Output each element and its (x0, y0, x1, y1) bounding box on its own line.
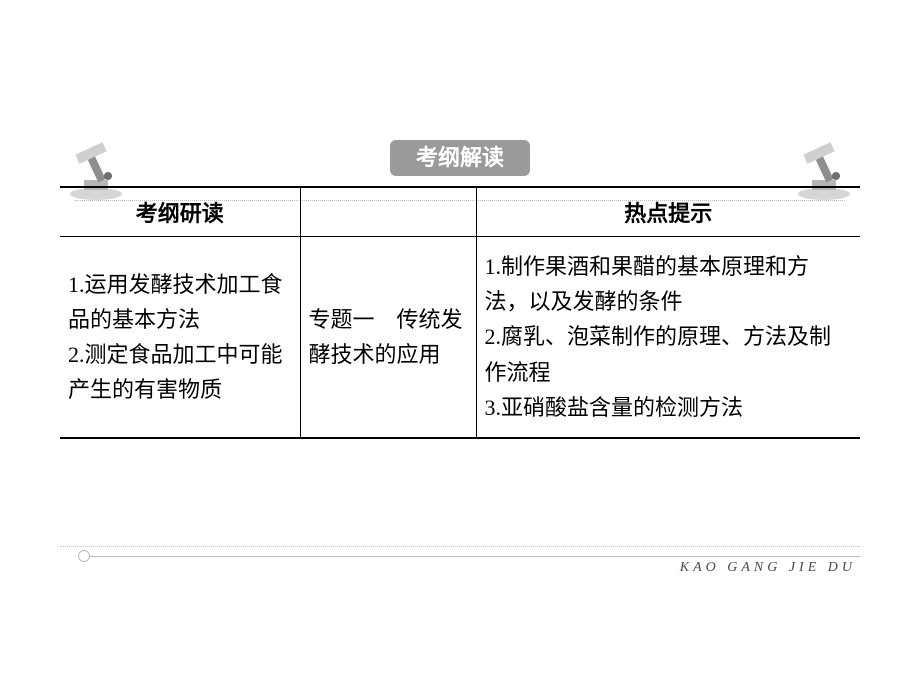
content-area: 考纲解读 考纲研读 热点提示 1.运用发酵技术加工食品的基本方法 2.测定食品加… (60, 140, 860, 439)
cell-col1: 1.运用发酵技术加工食品的基本方法 2.测定食品加工中可能产生的有害物质 (60, 237, 300, 438)
footer-solid-line (90, 556, 860, 557)
header-left: 考纲研读 (60, 187, 300, 237)
footer-circle-icon (78, 550, 90, 562)
table-header-row: 考纲研读 热点提示 (60, 187, 860, 237)
cell-col3: 1.制作果酒和果醋的基本原理和方 法，以及发酵的条件 2.腐乳、泡菜制作的原理、… (476, 237, 860, 438)
footer-dotted-line (60, 546, 860, 547)
table-row: 1.运用发酵技术加工食品的基本方法 2.测定食品加工中可能产生的有害物质 专题一… (60, 237, 860, 438)
header-right-spacer (300, 187, 476, 237)
cell-col2: 专题一 传统发酵技术的应用 (300, 237, 476, 438)
footer-text: KAO GANG JIE DU (680, 560, 856, 576)
section-badge-label: 考纲解读 (416, 145, 504, 170)
syllabus-table: 考纲研读 热点提示 1.运用发酵技术加工食品的基本方法 2.测定食品加工中可能产… (60, 186, 860, 439)
footer-band: KAO GANG JIE DU (60, 546, 860, 570)
section-badge: 考纲解读 (390, 140, 530, 176)
header-right: 热点提示 (476, 187, 860, 237)
